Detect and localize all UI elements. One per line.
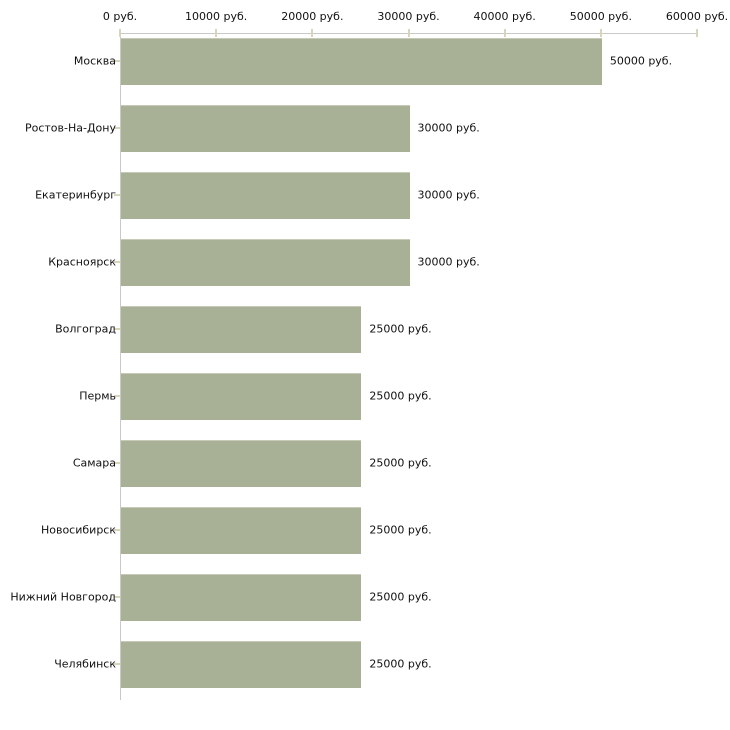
bar-value-label: 30000 руб. bbox=[417, 188, 480, 202]
category-tick bbox=[114, 328, 120, 330]
y-axis-line bbox=[120, 33, 121, 700]
x-axis-tick-label: 50000 руб. bbox=[569, 10, 632, 23]
bar-value-label: 25000 руб. bbox=[369, 523, 432, 537]
category-label: Волгоград bbox=[55, 322, 116, 336]
category-tick bbox=[114, 596, 120, 598]
bar bbox=[121, 574, 362, 621]
category-tick bbox=[114, 462, 120, 464]
bar-value-label: 25000 руб. bbox=[369, 322, 432, 336]
category-label: Нижний Новгород bbox=[10, 590, 116, 604]
category-label: Пермь bbox=[79, 389, 116, 403]
bar-value-label: 25000 руб. bbox=[369, 456, 432, 470]
bar-value-label: 25000 руб. bbox=[369, 590, 432, 604]
bar-value-label: 50000 руб. bbox=[609, 54, 673, 68]
x-axis-tick-label: 40000 руб. bbox=[473, 10, 536, 23]
x-axis-tick bbox=[407, 29, 410, 37]
category-tick bbox=[114, 60, 120, 62]
x-axis-tick bbox=[696, 29, 698, 37]
bar-value-label: 25000 руб. bbox=[369, 657, 432, 671]
bar-value-label: 30000 руб. bbox=[417, 121, 480, 135]
category-label: Самара bbox=[72, 456, 116, 470]
bar bbox=[121, 306, 362, 353]
bar bbox=[121, 641, 362, 688]
x-axis-tick-label: 10000 руб. bbox=[185, 10, 248, 23]
bar-value-label: 30000 руб. bbox=[417, 255, 480, 269]
x-axis-tick-label: 0 руб. bbox=[102, 10, 138, 23]
x-axis-tick bbox=[311, 29, 314, 37]
category-tick bbox=[114, 395, 120, 397]
bar bbox=[121, 105, 410, 152]
x-axis-tick-label: 30000 руб. bbox=[377, 10, 440, 23]
category-tick bbox=[114, 194, 120, 196]
category-tick bbox=[114, 127, 120, 129]
x-axis-tick-label: 20000 руб. bbox=[281, 10, 344, 23]
bar bbox=[121, 440, 362, 487]
bar bbox=[121, 373, 362, 420]
category-label: Москва bbox=[73, 54, 116, 68]
category-label: Ростов-На-Дону bbox=[24, 121, 116, 135]
category-tick bbox=[114, 261, 120, 263]
category-tick bbox=[114, 663, 120, 665]
x-axis-tick bbox=[599, 29, 602, 37]
bar bbox=[121, 38, 602, 85]
bar bbox=[121, 172, 410, 219]
x-axis-tick bbox=[503, 29, 506, 37]
category-label: Красноярск bbox=[48, 255, 116, 269]
category-label: Екатеринбург bbox=[35, 188, 116, 202]
x-axis-tick bbox=[119, 29, 121, 37]
x-axis-tick bbox=[215, 29, 218, 37]
bar bbox=[121, 507, 362, 554]
category-label: Новосибирск bbox=[40, 523, 116, 537]
category-tick bbox=[114, 529, 120, 531]
x-axis-tick-label: 60000 руб. bbox=[665, 10, 729, 23]
category-label: Челябинск bbox=[54, 657, 116, 671]
bar bbox=[121, 239, 410, 286]
bar-value-label: 25000 руб. bbox=[369, 389, 432, 403]
